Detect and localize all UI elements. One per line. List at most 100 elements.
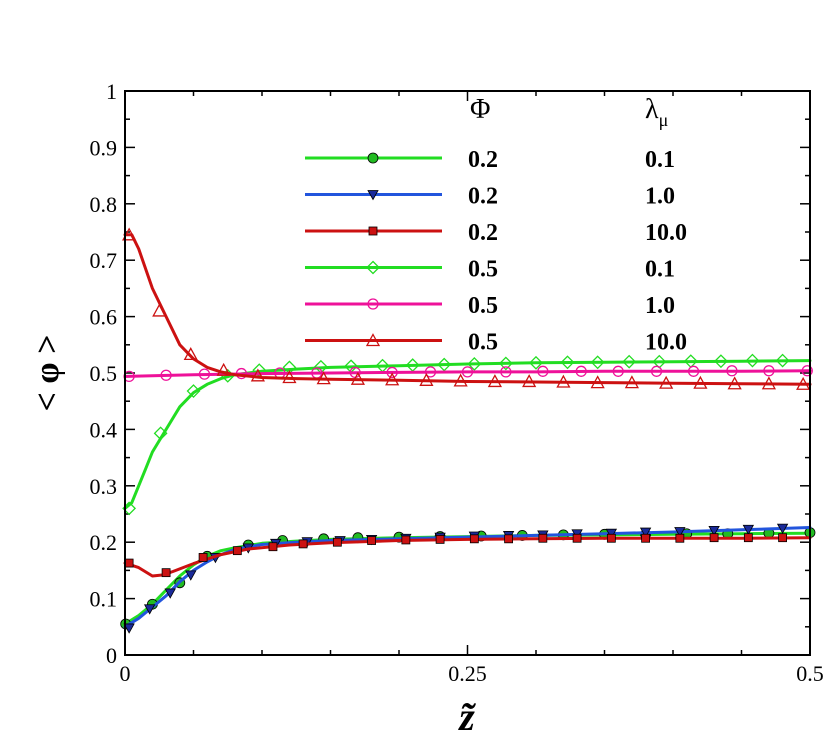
y-axis-title: < φ > [29,335,66,412]
data-point [743,533,753,543]
legend-phi-value: 0.5 [468,293,498,319]
data-point [605,528,618,539]
legend-lambda-value: 0.1 [645,257,675,283]
legend-entry: 0.2 10.0 [305,220,687,246]
legend-marker [367,152,379,164]
data-point [727,376,742,390]
data-point [639,527,652,538]
data-point [500,366,512,378]
y-tick-label: 0 [106,643,117,668]
data-point [437,357,452,372]
x-axis-title: z̃ [457,694,477,739]
series-line [123,233,812,386]
y-tick-label: 0.2 [90,530,118,555]
data-point [622,354,637,369]
data-point [796,376,811,390]
data-point [606,533,616,543]
series-line [123,526,812,629]
legend-marker [366,260,380,275]
y-tick-label: 1 [106,79,117,104]
data-point [332,537,342,547]
data-point [282,370,297,384]
data-point [461,366,474,378]
data-point [316,371,331,385]
data-point [761,376,776,390]
data-point [801,365,813,377]
data-point [659,375,674,389]
data-point [122,227,137,241]
data-point [161,568,171,578]
data-point [537,365,549,377]
legend-lambda-value: 10.0 [645,330,687,356]
data-point [186,384,201,398]
data-point [498,356,513,371]
data-point [612,365,624,377]
x-tick-label: 0.5 [796,661,824,686]
data-point [152,303,167,317]
data-point [419,372,434,386]
data-point [538,533,548,543]
data-point [232,546,242,556]
legend-phi-value: 0.2 [468,184,498,210]
series-3 [123,533,812,578]
series-1 [120,527,816,630]
legend: Φ λμ 0.2 0.1 0.2 1.0 0.2 10.0 0.5 0.1 0.5 1.0 0.5 1… [305,94,687,356]
data-point [650,365,663,377]
data-point [250,368,265,382]
data-point [385,372,400,386]
data-point [198,368,211,380]
data-point [453,373,468,387]
data-point [687,365,700,377]
legend-header-lambda-subscript: μ [659,110,669,130]
legend-entry: 0.2 0.1 [305,147,675,173]
data-point [709,533,719,543]
y-tick-label: 0.6 [90,305,118,330]
data-point [775,353,790,368]
data-point [467,357,482,371]
data-point [268,542,278,552]
data-point [624,375,639,389]
data-point [386,366,398,379]
legend-entry: 0.5 10.0 [305,330,687,356]
data-point [560,355,575,370]
data-point [487,374,502,388]
y-tick-label: 0.7 [90,248,118,273]
y-tick-label: 0.5 [90,361,118,386]
data-point [143,604,156,615]
legend-marker [367,190,379,201]
data-point [763,365,775,377]
legend-lambda-value: 1.0 [645,184,675,210]
y-tick-label: 0.1 [90,587,118,612]
y-tick-label: 0.8 [90,192,118,217]
x-tick-label: 0 [120,661,131,686]
legend-header-lambda: λμ [645,94,668,130]
data-point [469,534,479,544]
legend-header-lambda-symbol: λ [645,94,659,125]
series-line [123,536,812,578]
data-point [216,362,231,376]
data-point [675,533,685,543]
data-point [556,374,571,388]
legend-phi-value: 0.2 [468,220,498,246]
data-point [693,375,708,389]
y-tick-label: 0.4 [90,417,118,442]
data-point [298,539,308,549]
data-point [575,365,587,377]
data-point [714,354,728,369]
data-point [124,558,134,568]
y-tick-label: 0.3 [90,474,118,499]
legend-marker [367,298,379,310]
series-line [123,369,812,378]
legend-entry: 0.5 1.0 [305,293,675,319]
series-6 [122,227,812,390]
data-point [504,534,514,544]
data-point [183,347,198,361]
y-tick-label: 0.9 [90,135,118,160]
data-point [350,371,365,385]
data-point [572,533,582,543]
legend-phi-value: 0.5 [468,257,498,283]
legend-entry: 0.5 0.1 [305,257,675,283]
data-point [708,525,720,537]
data-point [742,524,755,536]
